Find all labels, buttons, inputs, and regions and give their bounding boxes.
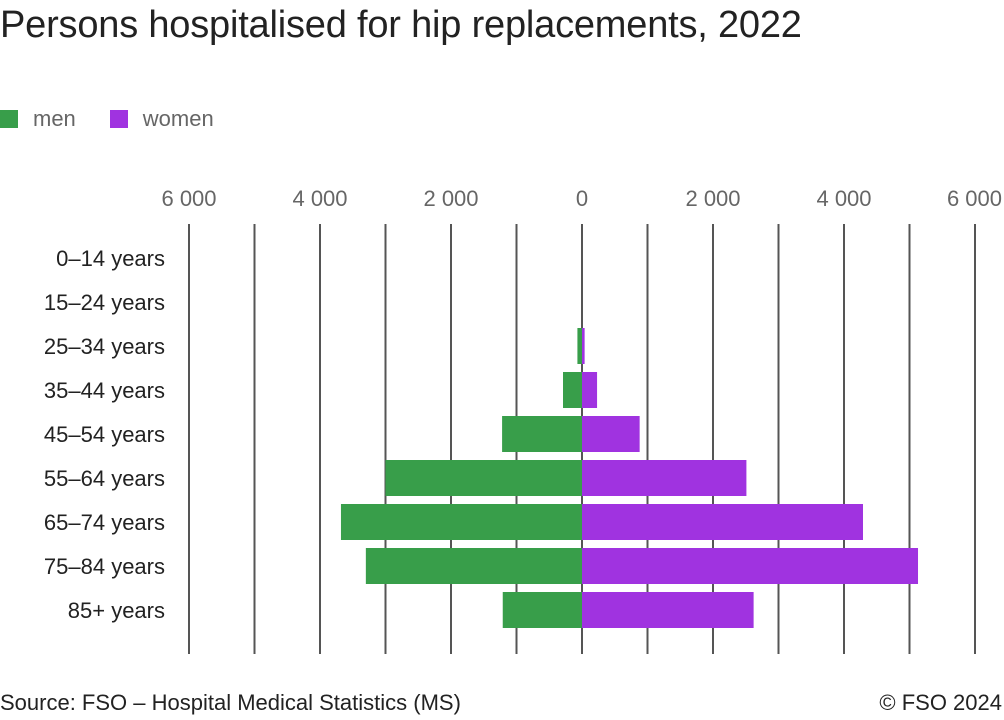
bar-men	[502, 592, 582, 628]
bars	[340, 328, 919, 628]
bar-women	[582, 592, 754, 628]
bar-men	[385, 460, 582, 496]
x-tick-label: 6 000	[161, 186, 216, 211]
bar-women	[582, 460, 747, 496]
category-label: 15–24 years	[44, 290, 165, 315]
bar-women	[582, 416, 640, 452]
bar-men	[365, 548, 582, 584]
bar-men	[502, 416, 582, 452]
category-label: 25–34 years	[44, 334, 165, 359]
category-label: 55–64 years	[44, 466, 165, 491]
category-label: 45–54 years	[44, 422, 165, 447]
x-tick-label: 2 000	[685, 186, 740, 211]
axis-tick-labels: 6 000 4 000 2 000 0 2 000 4 000 6 000	[161, 186, 1002, 211]
bar-women	[582, 548, 919, 584]
category-label: 85+ years	[68, 598, 165, 623]
bar-women	[582, 372, 598, 408]
legend-swatch-women	[109, 110, 128, 128]
x-tick-label: 4 000	[816, 186, 871, 211]
legend-item-men: men	[0, 106, 76, 132]
x-tick-label: 6 000	[947, 186, 1002, 211]
category-label: 0–14 years	[56, 246, 165, 271]
legend-label-women: women	[142, 106, 214, 131]
category-labels: 0–14 years 15–24 years 25–34 years 35–44 ye…	[44, 246, 165, 623]
source-note: Source: FSO – Hospital Medical Statistic…	[0, 690, 461, 715]
x-tick-label: 2 000	[423, 186, 478, 211]
category-label: 35–44 years	[44, 378, 165, 403]
bar-women	[582, 504, 863, 540]
legend-label-men: men	[33, 106, 76, 131]
x-tick-label: 4 000	[292, 186, 347, 211]
bar-men	[563, 372, 582, 408]
bar-women	[582, 328, 585, 364]
copyright-note: © FSO 2024	[879, 690, 1002, 715]
category-label: 75–84 years	[44, 554, 165, 579]
legend-item-women: women	[109, 106, 214, 132]
bar-men	[577, 328, 582, 364]
category-label: 65–74 years	[44, 510, 165, 535]
bar-men	[340, 504, 582, 540]
legend: men women	[0, 104, 248, 134]
legend-swatch-men	[0, 110, 18, 128]
x-tick-label: 0	[576, 186, 588, 211]
chart-title: Persons hospitalised for hip replacement…	[0, 4, 802, 46]
